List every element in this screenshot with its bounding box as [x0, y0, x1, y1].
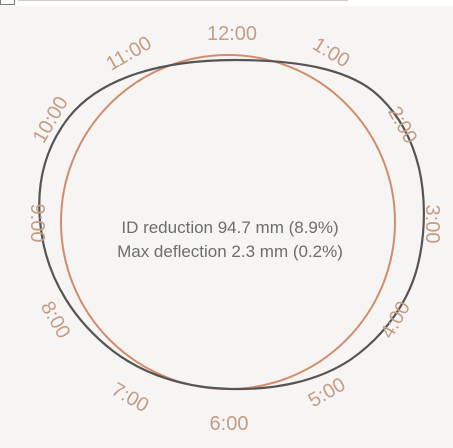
label-11-00: 11:00: [102, 32, 155, 75]
label-9-00: 9:00: [26, 204, 48, 243]
top-toolbar: [0, 0, 453, 6]
measured-profile: [38, 58, 425, 391]
max-deflection-text: Max deflection 2.3 mm (0.2%): [117, 242, 343, 261]
label-3-00: 3:00: [421, 205, 443, 244]
toggle-checkbox-icon[interactable]: [0, 0, 15, 5]
label-7-00: 7:00: [108, 379, 153, 418]
measured-profile-group: [38, 58, 425, 391]
label-2-00: 2:00: [383, 103, 421, 148]
toolbar-divider: [18, 0, 348, 4]
id-reduction-text: ID reduction 94.7 mm (8.9%): [121, 218, 338, 237]
label-4-00: 4:00: [377, 298, 416, 343]
label-12-00: 12:00: [207, 23, 257, 45]
summary-text: ID reduction 94.7 mm (8.9%) Max deflecti…: [117, 218, 343, 261]
label-6-00: 6:00: [210, 413, 249, 435]
